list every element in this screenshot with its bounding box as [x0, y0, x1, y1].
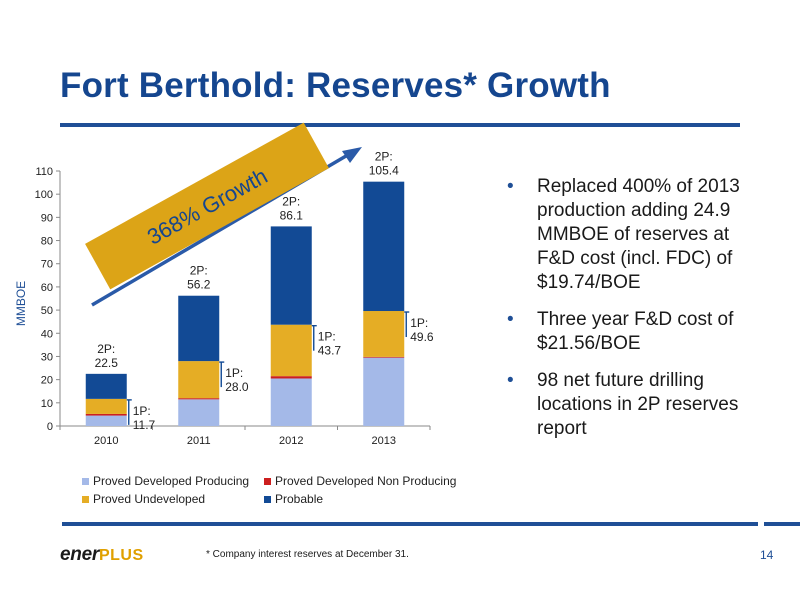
bullet-text: 98 net future drilling locations in 2P r…: [537, 370, 739, 439]
bar-segment: [363, 356, 405, 358]
legend-swatch: [264, 495, 271, 503]
y-tick-label: 110: [35, 166, 53, 178]
y-tick-label: 90: [41, 212, 53, 224]
x-tick-label: 2012: [279, 435, 303, 447]
bullet-glyph: •: [507, 176, 514, 197]
slide-title: Fort Berthold: Reserves* Growth: [60, 66, 611, 105]
data-label-2p-value: 86.1: [280, 208, 304, 222]
bar-segment: [363, 357, 405, 426]
x-tick-label: 2010: [94, 435, 118, 447]
bar-segment: [363, 311, 405, 357]
legend-label: Proved Developed Producing: [93, 474, 250, 488]
y-tick-label: 70: [41, 259, 53, 271]
bar-segment: [85, 398, 127, 414]
legend-label: Probable: [275, 492, 324, 506]
bar-segment: [270, 376, 312, 379]
bullet-text: Replaced 400% of 2013 production adding …: [537, 176, 740, 293]
bar-segment: [363, 181, 405, 312]
legend-swatch: [264, 477, 271, 485]
bar-segment: [178, 295, 220, 362]
page-number: 14: [760, 548, 774, 562]
data-label-1p: 1P:: [318, 330, 336, 344]
data-label-2p: 2P:: [375, 150, 393, 164]
bullet-item: • Three year F&D cost of $21.56/BOE: [507, 308, 767, 356]
bar-segment: [85, 415, 127, 426]
data-label-2p-value: 56.2: [187, 278, 211, 292]
legend-item-pud: Proved Undeveloped: [82, 492, 205, 506]
growth-arrow-head: [342, 147, 362, 163]
bar-segment: [270, 226, 312, 325]
bullet-list: • Replaced 400% of 2013 production addin…: [507, 175, 767, 454]
y-tick-label: 10: [41, 398, 53, 410]
y-tick-label: 40: [41, 328, 53, 340]
legend-swatch: [82, 495, 89, 503]
bar-segment: [85, 413, 127, 416]
footer-rule-tail: [764, 522, 800, 526]
chart-labels: 2P:22.52P:56.22P:86.12P:105.41P:11.71P:2…: [95, 150, 434, 432]
data-label-2p: 2P:: [97, 342, 115, 356]
y-tick-label: 60: [41, 282, 53, 294]
data-label-1p: 1P:: [225, 366, 243, 380]
x-tick-label: 2013: [372, 435, 396, 447]
legend-swatch: [82, 477, 89, 485]
data-label-1p-value: 11.7: [133, 418, 156, 432]
legend-item-probable: Probable: [264, 492, 323, 506]
data-label-1p-value: 43.7: [318, 344, 342, 358]
data-label-1p: 1P:: [410, 316, 428, 330]
logo-wordmark: ener: [60, 544, 99, 565]
bullet-item: • 98 net future drilling locations in 2P…: [507, 369, 767, 441]
bar-segment: [178, 399, 220, 426]
bar-segment: [270, 324, 312, 377]
legend-label: Proved Developed Non Producing: [275, 474, 457, 488]
bullet-glyph: •: [507, 370, 514, 391]
growth-banner-rect: [85, 122, 329, 290]
bar-segment: [178, 398, 220, 400]
footnote: * Company interest reserves at December …: [206, 549, 409, 560]
y-tick-label: 80: [41, 236, 53, 248]
legend-item-pdp: Proved Developed Producing: [82, 474, 249, 488]
bullet-glyph: •: [507, 309, 514, 330]
data-label-2p: 2P:: [282, 194, 300, 208]
y-tick-label: 30: [41, 351, 53, 363]
bar-segment: [178, 361, 220, 399]
data-label-2p-value: 105.4: [369, 164, 399, 178]
bullet-item: • Replaced 400% of 2013 production addin…: [507, 175, 767, 295]
bar-segment: [85, 373, 127, 399]
enerplus-logo: enerPLUS: [60, 544, 144, 566]
y-tick-label: 50: [41, 305, 53, 317]
legend-label: Proved Undeveloped: [93, 492, 206, 506]
y-tick-label: 100: [35, 189, 53, 201]
y-tick-label: 0: [47, 421, 53, 433]
chart-bars: [85, 181, 405, 426]
bar-segment: [270, 378, 312, 426]
legend-item-pdnp: Proved Developed Non Producing: [264, 474, 456, 488]
x-tick-label: 2011: [187, 435, 211, 447]
y-axis-label: MMBOE: [14, 281, 28, 326]
y-tick-label: 20: [41, 375, 53, 387]
logo-plus: PLUS: [98, 547, 144, 564]
bullet-text: Three year F&D cost of $21.56/BOE: [537, 309, 734, 354]
footer-rule: [62, 522, 758, 526]
reserves-chart: 0 10 20 30 40 50 60 70 80 90 100 110 2010 2011 2012 201…: [14, 122, 434, 447]
data-label-2p: 2P:: [190, 264, 208, 278]
title-underline: [60, 123, 740, 127]
data-label-1p-value: 49.6: [410, 330, 434, 344]
data-label-1p: 1P:: [133, 404, 151, 418]
data-label-2p-value: 22.5: [95, 356, 119, 370]
data-label-1p-value: 28.0: [225, 380, 249, 394]
